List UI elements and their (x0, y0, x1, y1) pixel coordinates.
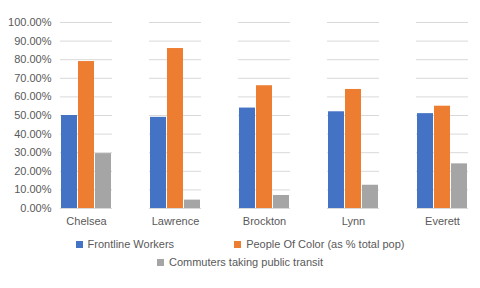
svg-text:100.00%: 100.00% (8, 16, 52, 28)
svg-text:90.00%: 90.00% (14, 35, 52, 47)
svg-text:Everett: Everett (425, 215, 460, 227)
svg-text:50.00%: 50.00% (14, 109, 52, 121)
svg-text:0.00%: 0.00% (20, 202, 51, 214)
svg-text:60.00%: 60.00% (14, 90, 52, 102)
html-text:Frontline Workers: Frontline Workers (87, 238, 175, 250)
svg-text:Lynn: Lynn (342, 215, 365, 227)
svg-text:70.00%: 70.00% (14, 72, 52, 84)
svg-text:30.00%: 30.00% (14, 146, 52, 158)
svg-text:10.00%: 10.00% (14, 183, 52, 195)
html-text:Commuters taking public transi: Commuters taking public transit (169, 256, 323, 268)
svg-text:40.00%: 40.00% (14, 128, 52, 140)
svg-text:20.00%: 20.00% (14, 165, 52, 177)
svg-text:Chelsea: Chelsea (66, 215, 107, 227)
html-text:People Of Color (as % total po: People Of Color (as % total pop) (246, 238, 405, 250)
svg-text:Lawrence: Lawrence (152, 215, 200, 227)
svg-text:80.00%: 80.00% (14, 53, 52, 65)
svg-text:Brockton: Brockton (243, 215, 286, 227)
